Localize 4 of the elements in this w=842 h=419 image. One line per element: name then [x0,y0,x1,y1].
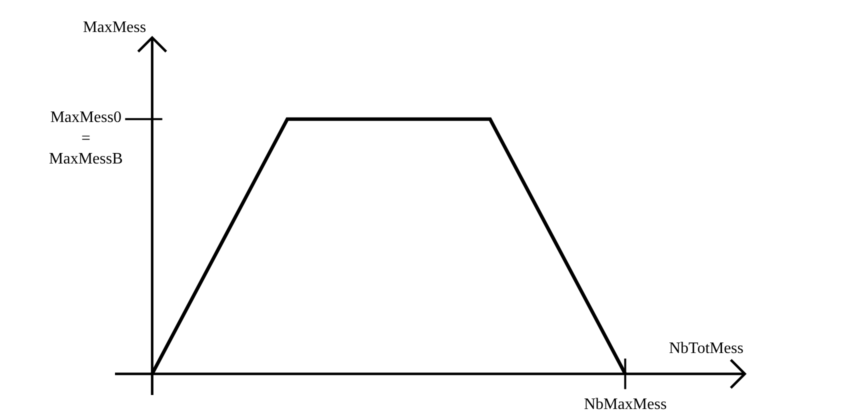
annotation: MaxMess0 = MaxMessB [49,109,123,168]
text: NbMaxMess [584,396,667,413]
text: MaxMess [83,19,146,36]
x-axis-title: NbTotMess [669,340,744,357]
